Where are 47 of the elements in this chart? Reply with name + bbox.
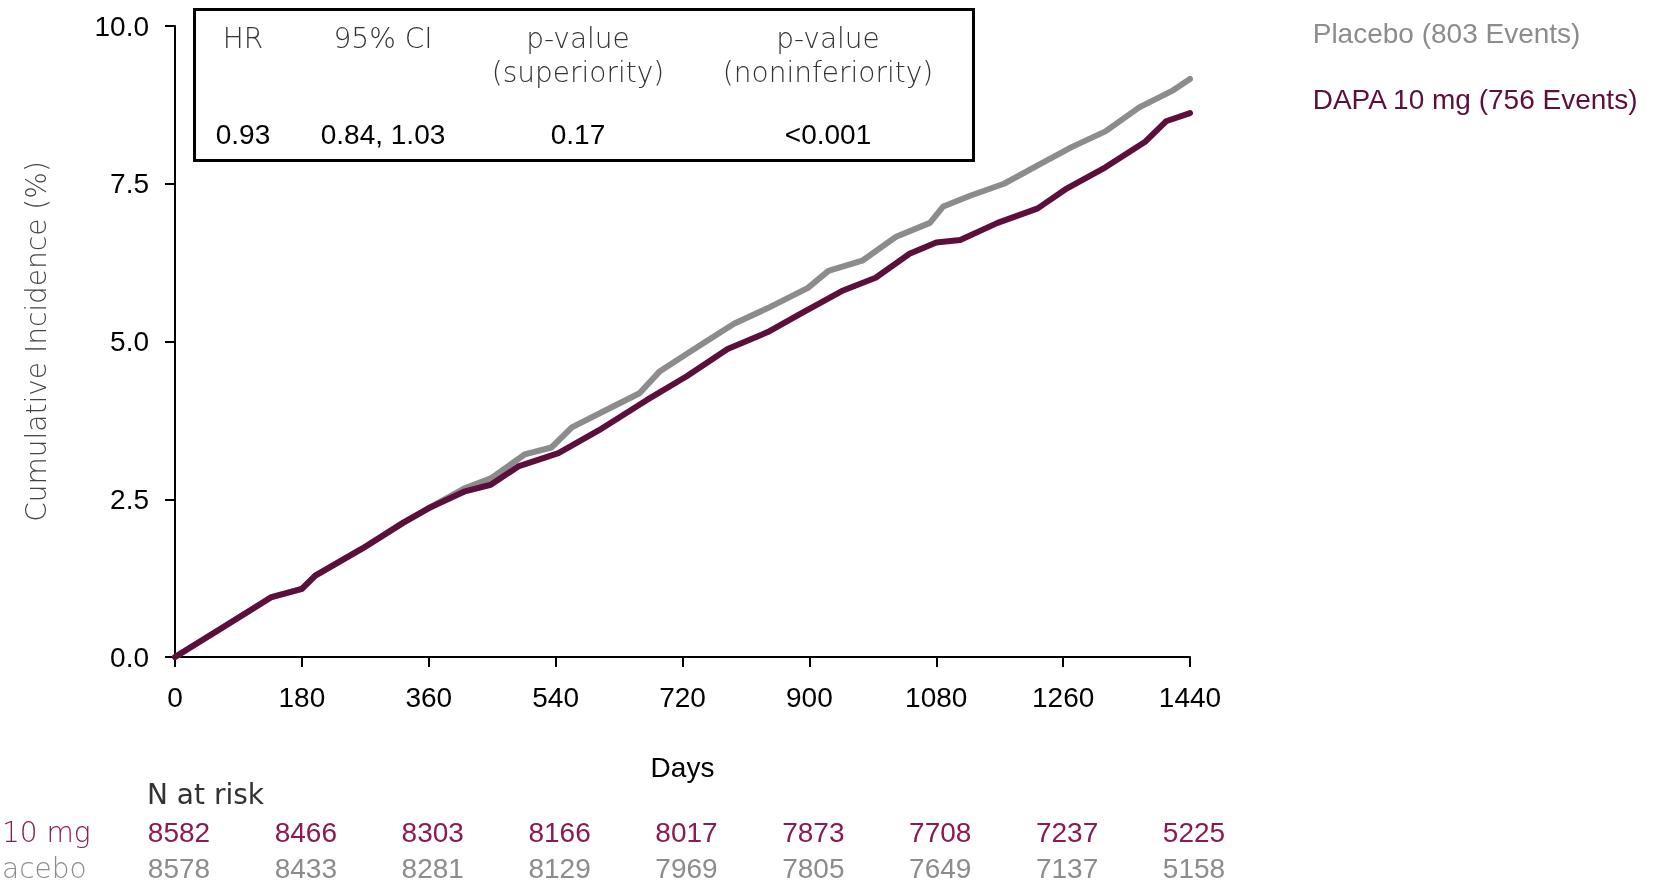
text: 7649 bbox=[909, 852, 972, 886]
text: 7873 bbox=[782, 816, 845, 850]
x-tick-label: 720 bbox=[659, 681, 706, 713]
y-tick-label: 5.0 bbox=[110, 326, 149, 357]
x-axis-title: Days bbox=[650, 751, 715, 783]
text: 7237 bbox=[1035, 816, 1099, 850]
y-tick-label: 7.5 bbox=[110, 168, 149, 200]
text: 5225 bbox=[1162, 816, 1226, 850]
annotation: 0.84, 1.03 bbox=[320, 118, 446, 152]
y-tick-label: 10.0 bbox=[94, 10, 149, 42]
y-tick-label: 0.0 bbox=[110, 641, 149, 673]
x-tick-label: 1440 bbox=[1158, 681, 1222, 713]
annotation: 95% CI bbox=[333, 22, 433, 56]
text: 5158 bbox=[1162, 852, 1226, 886]
x-tick-label: 0 bbox=[167, 681, 183, 713]
x-tick-label: 540 bbox=[532, 681, 579, 713]
text: Placebo (803 Events) bbox=[1312, 17, 1581, 49]
x-tick-label: 1080 bbox=[905, 681, 968, 713]
annotation: p-value (superiority) bbox=[491, 22, 665, 90]
text: DAPA 10 mg (756 Events) bbox=[1312, 83, 1638, 115]
text: 8578 bbox=[147, 852, 211, 886]
text: acebo bbox=[2, 852, 87, 886]
text: 8129 bbox=[528, 852, 591, 886]
text: 8433 bbox=[274, 852, 338, 886]
y-axis-title: Cumulative Incidence (%) bbox=[19, 161, 53, 522]
text: 8582 bbox=[147, 816, 211, 850]
annotation: 0.93 bbox=[215, 118, 271, 152]
text: 7137 bbox=[1035, 852, 1099, 886]
text: 8017 bbox=[655, 816, 718, 850]
text: 8466 bbox=[274, 816, 338, 850]
text: 8281 bbox=[401, 852, 464, 886]
annotation: p-value (noninferiority) bbox=[722, 22, 934, 90]
text: 8303 bbox=[401, 816, 464, 850]
y-tick-label: 2.5 bbox=[110, 483, 149, 515]
x-tick-label: 360 bbox=[405, 681, 453, 713]
text: 7708 bbox=[909, 816, 972, 850]
text: N at risk bbox=[147, 778, 264, 812]
annotation: 0.17 bbox=[550, 118, 606, 152]
x-tick-label: 900 bbox=[786, 681, 833, 713]
annotation: HR bbox=[222, 22, 264, 56]
text: 7969 bbox=[655, 852, 718, 886]
x-tick-label: 180 bbox=[278, 681, 326, 713]
text: 10 mg bbox=[2, 816, 91, 850]
text: 7805 bbox=[782, 852, 845, 886]
annotation: <0.001 bbox=[784, 118, 872, 152]
x-tick-label: 1260 bbox=[1031, 681, 1095, 713]
text: 8166 bbox=[528, 816, 591, 850]
